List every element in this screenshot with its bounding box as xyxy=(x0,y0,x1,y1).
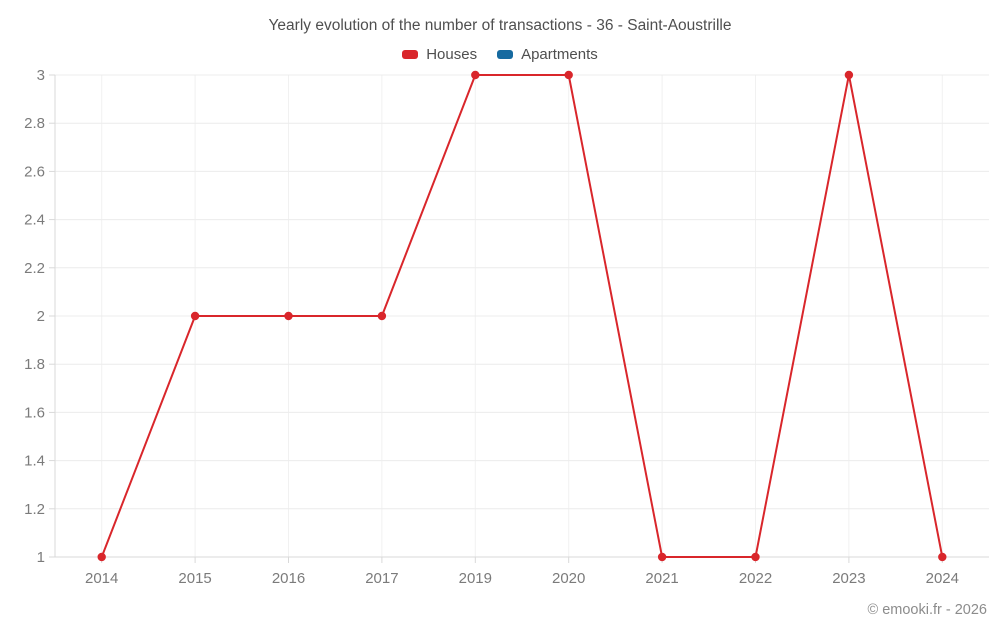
x-tick-label: 2017 xyxy=(365,570,398,587)
x-tick-label: 2015 xyxy=(178,570,211,587)
legend: Houses Apartments xyxy=(0,46,1000,63)
x-tick-label: 2020 xyxy=(552,570,585,587)
y-tick-label: 1.6 xyxy=(24,404,45,421)
x-tick-label: 2024 xyxy=(926,570,959,587)
data-point-houses-2017[interactable] xyxy=(377,311,387,321)
x-tick-label: 2016 xyxy=(272,570,305,587)
houses-legend-label: Houses xyxy=(426,46,478,63)
x-tick-label: 2022 xyxy=(739,570,772,587)
data-point-houses-2021[interactable] xyxy=(657,552,667,562)
x-tick-label: 2021 xyxy=(645,570,678,587)
apartments-legend-swatch-icon xyxy=(497,50,514,59)
watermark: © emooki.fr - 2026 xyxy=(867,602,987,618)
x-tick-label: 2019 xyxy=(459,570,492,587)
y-tick-label: 1.2 xyxy=(24,501,45,518)
chart-title: Yearly evolution of the number of transa… xyxy=(268,17,732,34)
y-tick-label: 3 xyxy=(37,67,45,84)
series-line-houses xyxy=(100,74,944,558)
data-point-houses-2019[interactable] xyxy=(471,70,480,80)
houses-legend-swatch-icon xyxy=(402,50,419,59)
data-point-houses-2023[interactable] xyxy=(844,70,854,80)
data-point-houses-2022[interactable] xyxy=(751,552,760,562)
y-tick-label: 2.4 xyxy=(24,212,45,229)
data-point-houses-2014[interactable] xyxy=(97,552,106,562)
x-tick-label: 2014 xyxy=(85,570,118,587)
legend-item-houses[interactable]: Houses xyxy=(402,46,477,63)
data-point-houses-2016[interactable] xyxy=(284,311,293,321)
y-tick-label: 1 xyxy=(37,549,45,566)
x-tick-label: 2023 xyxy=(832,570,865,587)
y-tick-label: 1.4 xyxy=(24,453,45,470)
y-tick-label: 2.6 xyxy=(24,163,45,180)
y-tick-label: 2 xyxy=(37,308,45,325)
y-tick-label: 1.8 xyxy=(24,356,45,373)
data-point-houses-2020[interactable] xyxy=(564,70,573,80)
data-point-houses-2015[interactable] xyxy=(190,311,200,321)
legend-item-apartments[interactable]: Apartments xyxy=(497,46,598,63)
apartments-legend-label: Apartments xyxy=(521,46,598,63)
y-tick-label: 2.8 xyxy=(24,115,45,132)
y-tick-label: 2.2 xyxy=(24,260,45,277)
data-point-houses-2024[interactable] xyxy=(938,552,947,562)
